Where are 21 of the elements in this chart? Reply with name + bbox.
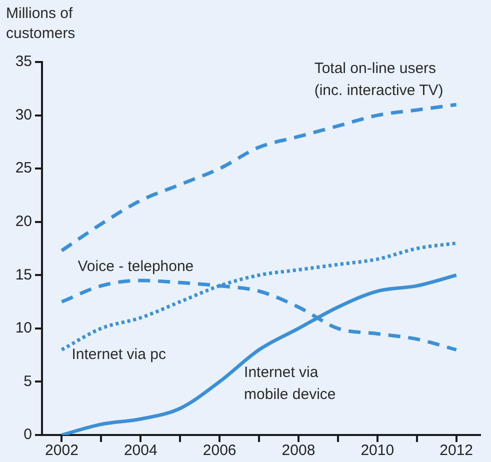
series-label: Voice - telephone xyxy=(78,258,194,275)
y-tick-label: 0 xyxy=(24,426,32,444)
x-tick-label: 2010 xyxy=(360,442,394,460)
y-tick-label: 30 xyxy=(15,106,32,124)
x-tick-label: 2002 xyxy=(45,442,78,460)
line-series xyxy=(60,273,458,435)
x-tick-label: 2008 xyxy=(282,442,316,460)
x-tick-label: 2012 xyxy=(440,442,474,460)
y-tick-label: 15 xyxy=(15,266,32,284)
line-series xyxy=(60,102,458,252)
y-axis-title: Millions of customers xyxy=(6,4,76,44)
x-tick-label: 2006 xyxy=(202,442,236,460)
series-label: Total on-line users (inc. interactive TV) xyxy=(314,60,444,99)
x-tick-label: 2004 xyxy=(124,442,158,460)
series-label: Internet via mobile device xyxy=(244,364,336,403)
y-tick-label: 10 xyxy=(15,320,32,337)
y-tick-label: 25 xyxy=(15,160,32,177)
y-tick-label: 35 xyxy=(15,53,32,70)
y-tick-label: 20 xyxy=(15,213,32,230)
series-label: Internet via pc xyxy=(72,346,166,363)
y-tick-label: 5 xyxy=(24,372,32,390)
